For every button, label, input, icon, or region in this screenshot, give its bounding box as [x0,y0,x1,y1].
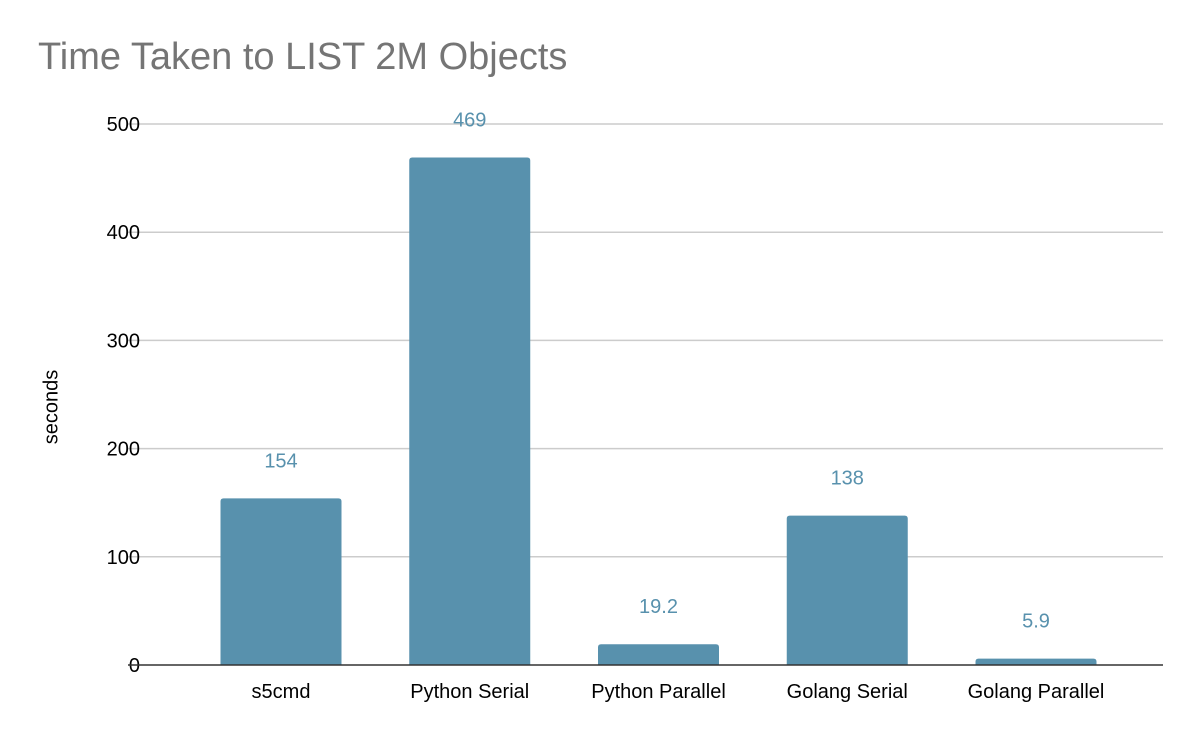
data-label: 469 [453,110,486,132]
data-label: 19.2 [639,596,678,618]
data-label: 154 [264,450,297,472]
y-tick-label: 500 [107,114,140,136]
bar [409,157,531,666]
x-tick-label: s5cmd [252,681,311,703]
bar [598,644,719,665]
bar [786,515,908,665]
data-label: 138 [831,468,864,490]
y-tick-label: 200 [107,439,140,461]
y-tick-label: 0 [129,655,140,677]
y-tick-label: 400 [107,222,140,244]
y-tick-label: 300 [107,330,140,352]
x-axis-ticks: s5cmd Python Serial Python Parallel Golang … [252,681,1105,703]
x-tick-label: Python Parallel [591,681,726,703]
x-tick-label: Golang Parallel [968,681,1105,703]
bars [220,157,1097,666]
data-labels: 154 469 19.2 138 5.9 [264,110,1050,633]
y-axis-ticks: 0 100 200 300 400 500 [107,114,140,677]
x-tick-label: Python Serial [410,681,529,703]
gridlines [128,123,1163,558]
data-label: 5.9 [1022,611,1050,633]
x-tick-label: Golang Serial [787,681,908,703]
bar [220,498,342,665]
bar [975,658,1097,665]
y-tick-label: 100 [107,547,140,569]
chart-title: Time Taken to LIST 2M Objects [38,36,568,78]
